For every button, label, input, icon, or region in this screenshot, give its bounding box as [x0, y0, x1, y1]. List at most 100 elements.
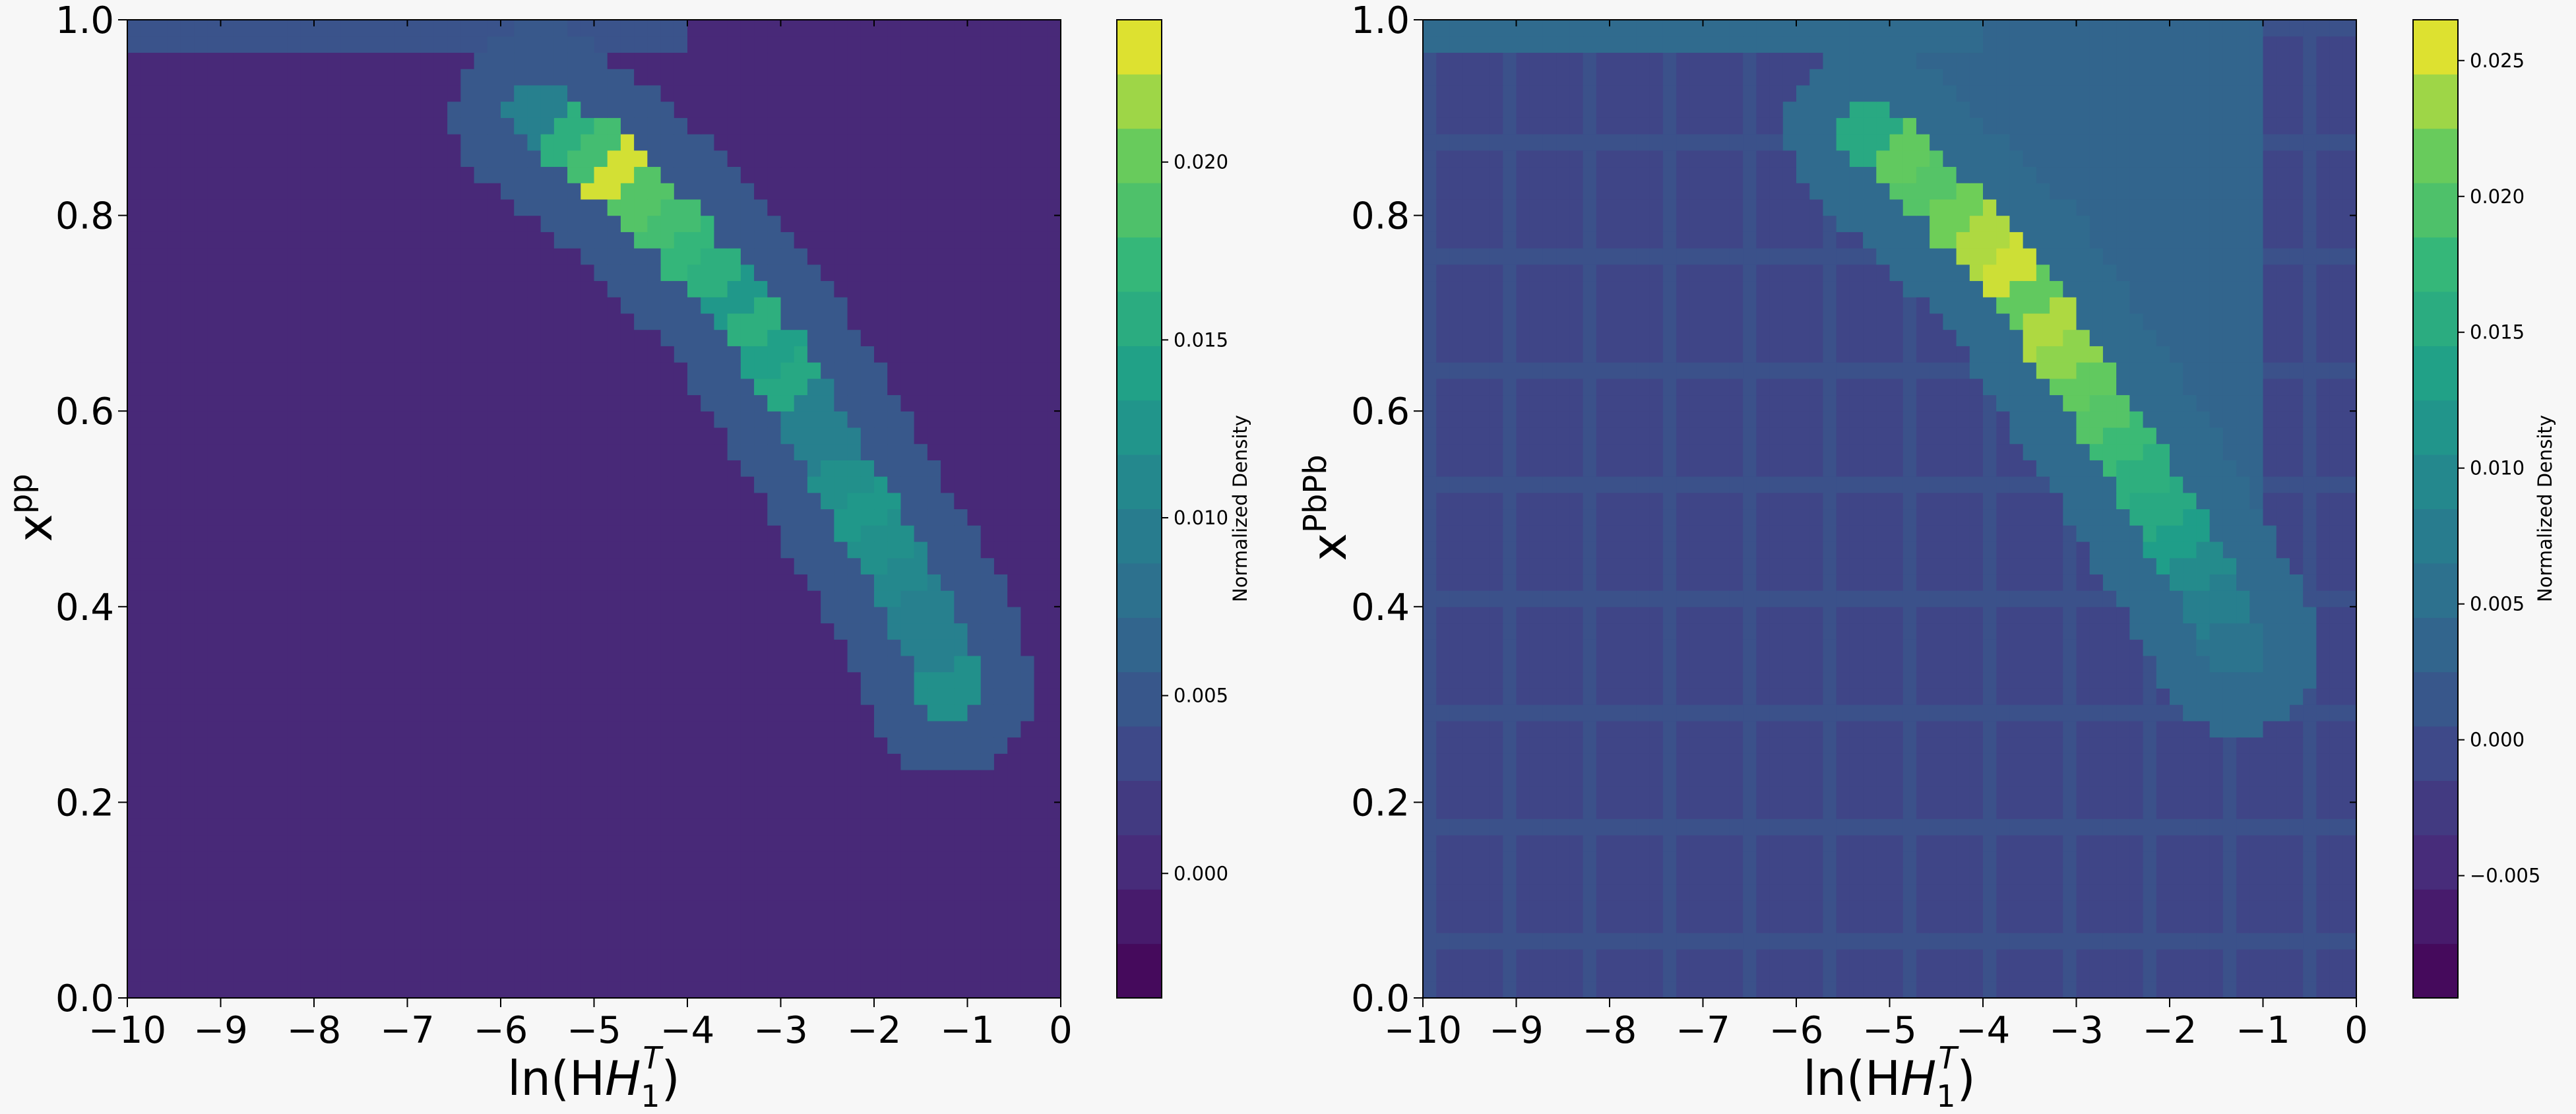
heatmap-cell-pp — [180, 883, 195, 901]
heatmap-cell-pbpb — [1930, 883, 1943, 901]
heatmap-cell-pp — [821, 166, 834, 183]
heatmap-cell-pp — [141, 394, 155, 412]
heatmap-cell-pp — [594, 933, 608, 950]
heatmap-cell-pp — [340, 84, 355, 102]
heatmap-cell-pbpb — [1809, 933, 1824, 950]
heatmap-cell-pbpb — [2063, 867, 2077, 884]
heatmap-cell-pp — [914, 948, 928, 966]
heatmap-cell-pbpb — [1676, 948, 1690, 966]
heatmap-cell-pbpb — [2036, 851, 2050, 868]
heatmap-cell-pp — [647, 834, 662, 852]
heatmap-cell-pp — [1034, 84, 1048, 102]
heatmap-cell-pbpb — [1556, 851, 1570, 868]
heatmap-cell-pp — [754, 688, 768, 705]
heatmap-cell-pp — [194, 52, 208, 69]
heatmap-cell-pp — [714, 362, 728, 379]
heatmap-cell-pbpb — [1503, 834, 1517, 852]
heatmap-cell-pp — [567, 704, 581, 722]
heatmap-cell-pp — [553, 460, 568, 477]
heatmap-cell-pp — [660, 36, 675, 53]
heatmap-cell-pp — [420, 541, 435, 559]
heatmap-cell-pp — [660, 557, 675, 574]
heatmap-cell-pbpb — [2209, 900, 2224, 917]
heatmap-cell-pp — [767, 20, 782, 37]
heatmap-cell-pbpb — [1516, 883, 1530, 901]
heatmap-cell-pp — [553, 117, 568, 135]
heatmap-cell-pp — [914, 769, 928, 787]
heatmap-cell-pbpb — [1996, 948, 2011, 966]
heatmap-cell-pp — [474, 232, 488, 249]
heatmap-cell-pp — [780, 297, 795, 314]
heatmap-cell-pp — [487, 606, 501, 624]
heatmap-cell-pbpb — [2116, 834, 2130, 852]
heatmap-cell-pbpb — [1449, 965, 1464, 982]
heatmap-cell-pp — [874, 460, 888, 477]
heatmap-cell-pp — [474, 948, 488, 966]
heatmap-cell-pp — [367, 623, 381, 640]
heatmap-cell-pbpb — [1930, 867, 1943, 884]
heatmap-cell-pp — [834, 590, 848, 607]
heatmap-cell-pp — [354, 411, 368, 428]
heatmap-cell-pp — [287, 688, 301, 705]
heatmap-cell-pp — [514, 297, 528, 314]
heatmap-cell-pp — [941, 688, 955, 705]
colorbar-tick-label-pp: 0.020 — [1174, 151, 1228, 173]
heatmap-cell-pp — [261, 199, 274, 216]
heatmap-cell-pp — [847, 802, 862, 819]
heatmap-cell-pp — [581, 737, 595, 754]
heatmap-cell-pbpb — [1490, 867, 1503, 884]
heatmap-cell-pp — [660, 329, 675, 346]
colorbar-tick-label-pp: 0.015 — [1174, 328, 1228, 351]
heatmap-cell-pp — [607, 411, 621, 428]
heatmap-cell-pbpb — [1756, 834, 1771, 852]
heatmap-cell-pp — [980, 671, 995, 689]
heatmap-cell-pp — [834, 248, 848, 265]
heatmap-cell-pp — [180, 623, 195, 640]
heatmap-cell-pp — [620, 655, 635, 673]
heatmap-cell-pbpb — [1529, 933, 1544, 950]
heatmap-cell-pp — [967, 20, 982, 37]
heatmap-cell-pp — [367, 476, 381, 493]
heatmap-cell-pp — [701, 557, 715, 574]
heatmap-cell-pbpb — [2170, 948, 2183, 966]
heatmap-cell-pp — [420, 199, 435, 216]
heatmap-cell-pp — [474, 297, 488, 314]
heatmap-cell-pp — [980, 704, 995, 722]
heatmap-cell-pp — [874, 933, 888, 950]
heatmap-cell-pp — [407, 802, 422, 819]
heatmap-cell-pp — [954, 525, 968, 542]
heatmap-cell-pp — [420, 623, 435, 640]
heatmap-cell-pp — [887, 948, 902, 966]
heatmap-cell-pp — [847, 509, 862, 526]
heatmap-cell-pp — [967, 720, 982, 738]
heatmap-cell-pp — [300, 623, 315, 640]
heatmap-cell-pp — [607, 753, 621, 770]
heatmap-cell-pp — [501, 84, 515, 102]
heatmap-cell-pp — [567, 69, 581, 86]
heatmap-cell-pp — [727, 802, 741, 819]
heatmap-cell-pp — [234, 232, 248, 249]
heatmap-cell-pbpb — [2050, 965, 2063, 982]
heatmap-cell-pp — [874, 280, 888, 297]
heatmap-cell-pp — [127, 769, 141, 787]
heatmap-cell-pp — [553, 346, 568, 363]
heatmap-cell-pp — [701, 492, 715, 510]
heatmap-cell-pp — [780, 427, 795, 445]
heatmap-cell-pp — [167, 981, 181, 999]
heatmap-cell-pbpb — [2289, 965, 2304, 982]
heatmap-cell-pp — [794, 851, 808, 868]
heatmap-cell-pbpb — [2236, 933, 2250, 950]
heatmap-cell-pp — [754, 737, 768, 754]
heatmap-cell-pbpb — [2050, 900, 2063, 917]
heatmap-cell-pp — [620, 981, 635, 999]
heatmap-cell-pp — [460, 883, 475, 901]
heatmap-cell-pp — [514, 427, 528, 445]
heatmap-cell-pp — [433, 264, 448, 282]
heatmap-cell-pbpb — [2076, 883, 2090, 901]
heatmap-cell-pbpb — [2143, 933, 2157, 950]
heatmap-cell-pp — [354, 933, 368, 950]
heatmap-cell-pbpb — [1476, 933, 1490, 950]
heatmap-cell-pp — [834, 557, 848, 574]
heatmap-cell-pp — [474, 704, 488, 722]
heatmap-cell-pp — [860, 688, 875, 705]
